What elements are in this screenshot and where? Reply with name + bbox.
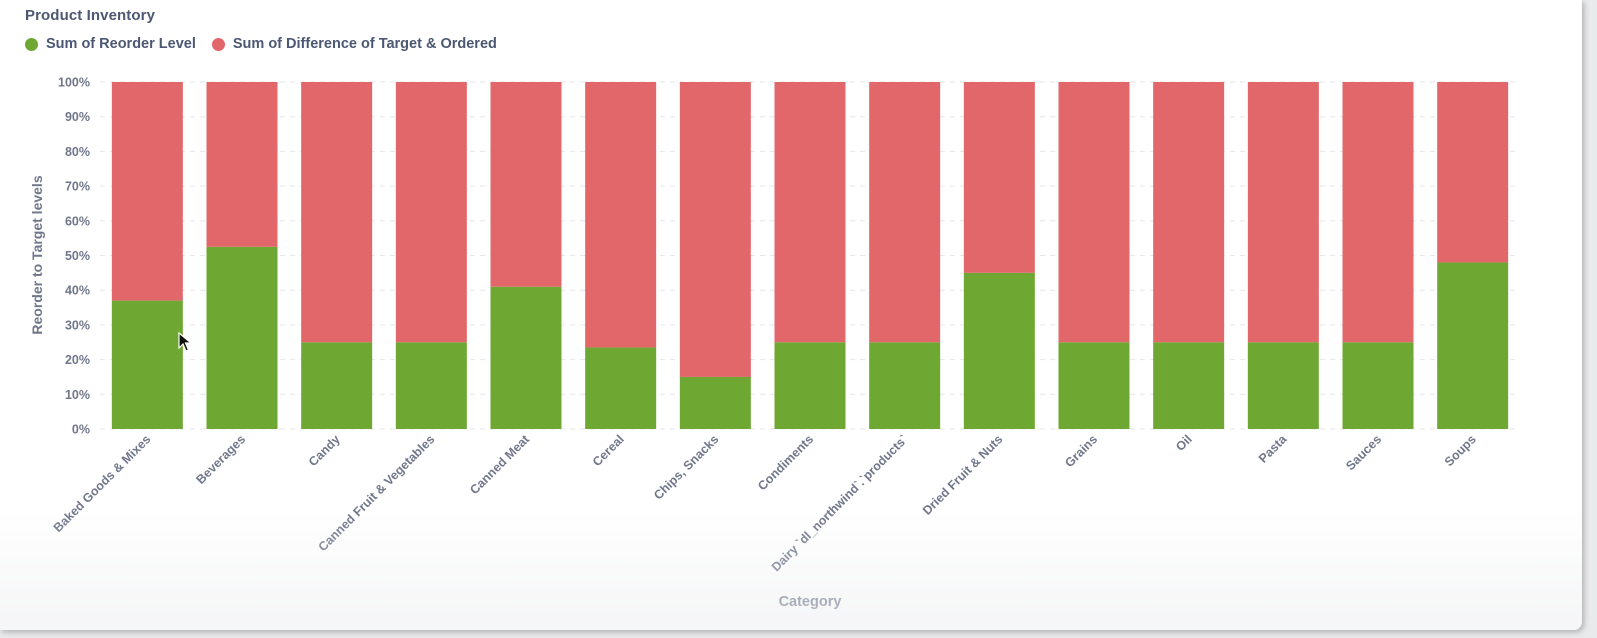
y-tick-label: 50%	[65, 249, 90, 263]
legend-dot-difference	[211, 37, 225, 51]
bar-difference[interactable]	[679, 82, 751, 377]
legend-item-difference[interactable]: Sum of Difference of Target & Ordered	[211, 36, 497, 52]
y-tick-label: 30%	[65, 318, 90, 332]
bar-difference[interactable]	[1247, 82, 1319, 343]
bar-reorder-level[interactable]	[490, 286, 562, 429]
x-tick-label: Candy	[306, 432, 343, 469]
bar-reorder-level[interactable]	[1342, 342, 1414, 429]
x-tick-label: Condiments	[755, 432, 816, 493]
bar-difference[interactable]	[1342, 82, 1414, 343]
bar-difference[interactable]	[206, 82, 278, 247]
bar-difference[interactable]	[1058, 82, 1130, 343]
bar-difference[interactable]	[395, 82, 467, 343]
legend-label-difference: Sum of Difference of Target & Ordered	[232, 36, 497, 52]
bar-reorder-level[interactable]	[1153, 342, 1225, 429]
x-tick-label: Sauces	[1343, 432, 1384, 473]
y-tick-label: 20%	[65, 353, 90, 367]
bar-difference[interactable]	[1437, 82, 1509, 263]
x-tick-label: Grains	[1062, 432, 1100, 470]
x-tick-label: Chips, Snacks	[651, 432, 721, 502]
bar-difference[interactable]	[585, 82, 657, 348]
bar-reorder-level[interactable]	[774, 342, 846, 429]
y-tick-label: 60%	[65, 214, 90, 228]
bar-reorder-level[interactable]	[111, 300, 183, 429]
legend-dot-reorder-level	[25, 37, 38, 51]
x-tick-label: Oil	[1173, 432, 1195, 454]
bar-difference[interactable]	[301, 82, 373, 343]
bar-difference[interactable]	[963, 82, 1035, 273]
bar-chart: 0% 10% 20% 30% 40% 50% 60% 70% 80% 90% 100% Baked G…	[29, 76, 1520, 610]
y-tick-label: 80%	[65, 145, 90, 159]
y-tick-label: 40%	[65, 284, 90, 298]
x-tick-label: Dried Fruit & Nuts	[920, 432, 1006, 518]
bar-reorder-level[interactable]	[301, 342, 373, 429]
bar-reorder-level[interactable]	[395, 342, 467, 429]
x-tick-label: Baked Goods & Mixes	[51, 432, 154, 535]
x-tick-label: Beverages	[193, 432, 248, 487]
bar-difference[interactable]	[1153, 82, 1225, 343]
bar-reorder-level[interactable]	[679, 376, 751, 429]
bar-reorder-level[interactable]	[869, 342, 941, 429]
bar-difference[interactable]	[869, 82, 941, 343]
x-tick-label: Cereal	[590, 432, 627, 469]
bar-reorder-level[interactable]	[585, 347, 657, 429]
y-tick-label: 100%	[58, 76, 90, 90]
x-tick-label: Pasta	[1256, 431, 1290, 465]
mouse-cursor-icon	[178, 332, 192, 352]
legend-item-reorder-level[interactable]: Sum of Reorder Level	[25, 36, 196, 52]
y-tick-label: 90%	[65, 110, 90, 124]
chart-title[interactable]: Product Inventory	[25, 7, 156, 24]
y-tick-label: 0%	[72, 423, 90, 437]
x-tick-label: Soups	[1442, 432, 1479, 469]
bar-difference[interactable]	[490, 82, 562, 287]
x-tick-label: Canned Meat	[467, 432, 532, 497]
x-axis-label: Category	[779, 594, 842, 610]
bar-reorder-level[interactable]	[963, 272, 1035, 429]
bar-reorder-level[interactable]	[1247, 342, 1319, 429]
bar-difference[interactable]	[111, 82, 183, 301]
bar-reorder-level[interactable]	[206, 246, 278, 429]
legend-label-reorder-level: Sum of Reorder Level	[46, 36, 196, 52]
y-axis-label: Reorder to Target levels	[29, 175, 45, 334]
bar-reorder-level[interactable]	[1058, 342, 1130, 429]
chart-card: Product Inventory Sum of Reorder Level S…	[0, 0, 1582, 630]
y-tick-label: 10%	[65, 388, 90, 402]
bar-difference[interactable]	[774, 82, 846, 343]
bar-reorder-level[interactable]	[1437, 262, 1509, 429]
y-tick-label: 70%	[65, 180, 90, 194]
legend: Sum of Reorder Level Sum of Difference o…	[25, 36, 497, 52]
